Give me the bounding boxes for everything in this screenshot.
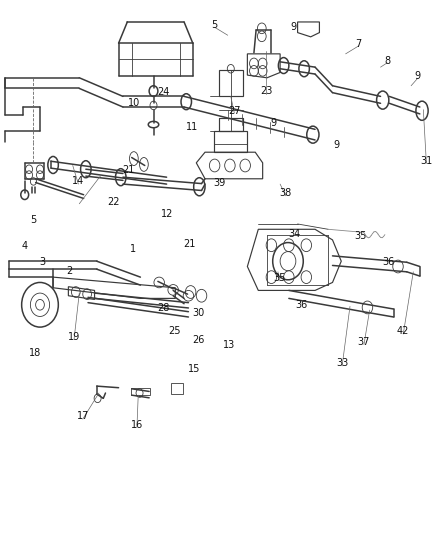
Text: 42: 42 (397, 326, 410, 336)
Text: 21: 21 (183, 239, 195, 249)
Text: 2: 2 (67, 266, 73, 276)
Text: 14: 14 (72, 176, 85, 187)
Text: 5: 5 (212, 20, 218, 30)
Text: 27: 27 (228, 106, 240, 116)
Text: 36: 36 (295, 300, 307, 310)
Text: 26: 26 (192, 335, 204, 345)
Text: 9: 9 (271, 118, 277, 128)
Text: 36: 36 (382, 257, 395, 267)
Text: 33: 33 (336, 358, 348, 368)
Text: 9: 9 (334, 140, 340, 150)
Text: 38: 38 (280, 188, 292, 198)
Text: 9: 9 (290, 22, 296, 33)
Text: 1: 1 (130, 245, 136, 254)
Text: 7: 7 (356, 39, 362, 49)
Text: 17: 17 (77, 411, 89, 422)
Bar (219, 118, 243, 131)
Bar (219, 70, 243, 96)
Text: 34: 34 (288, 229, 300, 239)
Text: 9: 9 (415, 71, 421, 81)
Text: 5: 5 (30, 215, 36, 225)
Text: 12: 12 (161, 209, 174, 220)
Text: 13: 13 (223, 340, 235, 350)
Text: 8: 8 (384, 56, 390, 66)
Text: 39: 39 (214, 177, 226, 188)
Bar (171, 383, 183, 394)
Text: 37: 37 (358, 337, 370, 347)
Text: 21: 21 (123, 165, 135, 175)
Text: 23: 23 (260, 86, 272, 96)
Text: 31: 31 (420, 156, 432, 166)
Text: 19: 19 (68, 332, 80, 342)
Text: 28: 28 (157, 303, 170, 313)
Text: 18: 18 (28, 348, 41, 358)
Text: 11: 11 (186, 122, 198, 132)
Text: 30: 30 (192, 308, 204, 318)
Text: 16: 16 (131, 420, 143, 430)
Bar (131, 388, 150, 395)
Text: 35: 35 (273, 273, 286, 283)
Text: 3: 3 (39, 257, 45, 267)
Text: 22: 22 (107, 197, 120, 207)
Bar (214, 131, 247, 152)
Text: 35: 35 (354, 231, 366, 241)
Text: 24: 24 (157, 87, 170, 97)
Text: 4: 4 (21, 241, 28, 251)
Text: 15: 15 (187, 364, 200, 374)
Text: 10: 10 (128, 98, 140, 108)
Text: 25: 25 (168, 326, 181, 336)
